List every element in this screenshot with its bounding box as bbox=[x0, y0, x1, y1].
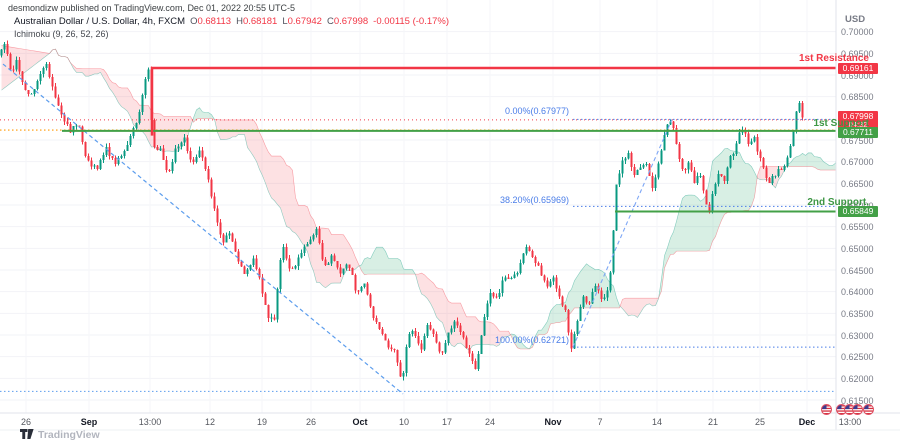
time-tick-label: 10 bbox=[398, 417, 410, 427]
time-tick-label: Nov bbox=[544, 417, 562, 427]
last-price-tag: 0.67998 04:32 bbox=[838, 111, 878, 131]
ohlc-value: 0.68113 bbox=[197, 16, 232, 27]
price-tick-label: 0.62500 bbox=[841, 352, 874, 363]
price-tick-label: 0.69000 bbox=[841, 70, 874, 81]
ohlc-value: 0.67998 bbox=[333, 16, 369, 27]
support1-annotation[interactable]: 1st Support bbox=[813, 118, 869, 129]
time-tick-label: 7 bbox=[597, 417, 603, 427]
price-tick-label: 0.69500 bbox=[841, 48, 874, 59]
price-tick-label: 0.64500 bbox=[841, 265, 874, 276]
ohlc-value: 0.68181 bbox=[242, 16, 278, 27]
ichimoku-cloud bbox=[1, 45, 836, 351]
ohlc-value: 0.67942 bbox=[287, 16, 322, 27]
time-tick-label: Dec bbox=[798, 417, 816, 427]
price-tick-label: 0.63000 bbox=[841, 330, 874, 341]
fib-level-0-label[interactable]: 0.00%(0.67977) bbox=[504, 106, 569, 116]
economic-event-flag-us[interactable] bbox=[820, 402, 832, 415]
ohlc-values: O0.68113 H0.68181 L0.67942 C0.67998 bbox=[185, 16, 368, 27]
support1-price-tag: 0.67711 bbox=[838, 126, 878, 138]
change-value: -0.00115 (-0.17%) bbox=[373, 16, 450, 27]
time-tick-label: 26 bbox=[305, 417, 317, 427]
drawings[interactable] bbox=[0, 63, 836, 395]
indicator-row-ichimoku[interactable]: Ichimoku (9, 26, 52, 26) bbox=[14, 28, 109, 39]
fib-level-100-label[interactable]: 100.00%(0.62721) bbox=[494, 335, 569, 345]
price-tick-label: 0.65000 bbox=[841, 243, 874, 254]
time-tick-label: Oct bbox=[352, 417, 368, 427]
time-tick-label: 17 bbox=[441, 417, 453, 427]
published-byline: desmondizw published on TradingView.com,… bbox=[8, 3, 295, 13]
price-tick-label: 0.67500 bbox=[841, 135, 874, 146]
economic-event-flag-us[interactable] bbox=[862, 402, 874, 415]
price-tick-label: 0.63500 bbox=[841, 308, 874, 319]
price-axis-currency: USD bbox=[845, 14, 866, 25]
time-tick-label: Sep bbox=[80, 417, 98, 427]
time-tick-label: 24 bbox=[484, 417, 496, 427]
resistance-annotation[interactable]: 1st Resistance bbox=[798, 53, 869, 64]
price-tick-label: 0.64000 bbox=[841, 287, 874, 298]
resistance-price-tag: 0.69161 bbox=[838, 62, 878, 74]
tradingview-watermark[interactable]: TradingView bbox=[20, 429, 100, 441]
price-tick-label: 0.61500 bbox=[841, 395, 874, 406]
price-tick-label: 0.62000 bbox=[841, 373, 874, 384]
time-tick-label: 19 bbox=[256, 417, 268, 427]
bar-countdown: 04:32 bbox=[848, 120, 868, 130]
ohlc-key: C bbox=[326, 16, 334, 27]
grid-lines bbox=[0, 31, 836, 401]
price-tick-label: 0.70000 bbox=[841, 27, 874, 38]
ohlc-key: H bbox=[236, 16, 243, 27]
ohlc-key: L bbox=[282, 16, 288, 27]
price-tick-label: 0.67000 bbox=[841, 157, 874, 168]
symbol-title: Australian Dollar / U.S. Dollar, 4h, FXC… bbox=[14, 16, 186, 27]
time-tick-label: 14 bbox=[651, 417, 663, 427]
time-tick-label: 13:00 bbox=[138, 417, 162, 427]
time-tick-label: 13:00 bbox=[838, 417, 862, 427]
price-tick-label: 0.68500 bbox=[841, 92, 874, 103]
time-tick-label: 25 bbox=[754, 417, 766, 427]
tradingview-logo-icon bbox=[20, 429, 34, 439]
support2-annotation[interactable]: 2nd Support. bbox=[807, 197, 869, 208]
economic-event-flag-us[interactable] bbox=[851, 402, 863, 415]
resistance-line bbox=[150, 66, 836, 136]
ohlc-key: O bbox=[190, 16, 198, 27]
time-tick-label: 21 bbox=[707, 417, 719, 427]
price-tick-label: 0.65500 bbox=[841, 222, 874, 233]
support2-price-tag: 0.65849 bbox=[838, 206, 878, 218]
symbol-info-row[interactable]: Australian Dollar / U.S. Dollar, 4h, FXC… bbox=[14, 16, 449, 27]
time-tick-label: 26 bbox=[20, 417, 32, 427]
tradingview-logo-text: TradingView bbox=[38, 429, 100, 441]
fib-level-38-label[interactable]: 38.20%(0.65969) bbox=[499, 194, 569, 205]
fib-trendline bbox=[572, 119, 673, 348]
last-price-value: 0.67998 bbox=[842, 111, 874, 122]
price-tick-label: 0.66000 bbox=[841, 201, 874, 211]
time-tick-label: 12 bbox=[204, 417, 216, 427]
price-tick-label: 0.66500 bbox=[841, 178, 874, 189]
downtrend-line bbox=[2, 63, 404, 395]
